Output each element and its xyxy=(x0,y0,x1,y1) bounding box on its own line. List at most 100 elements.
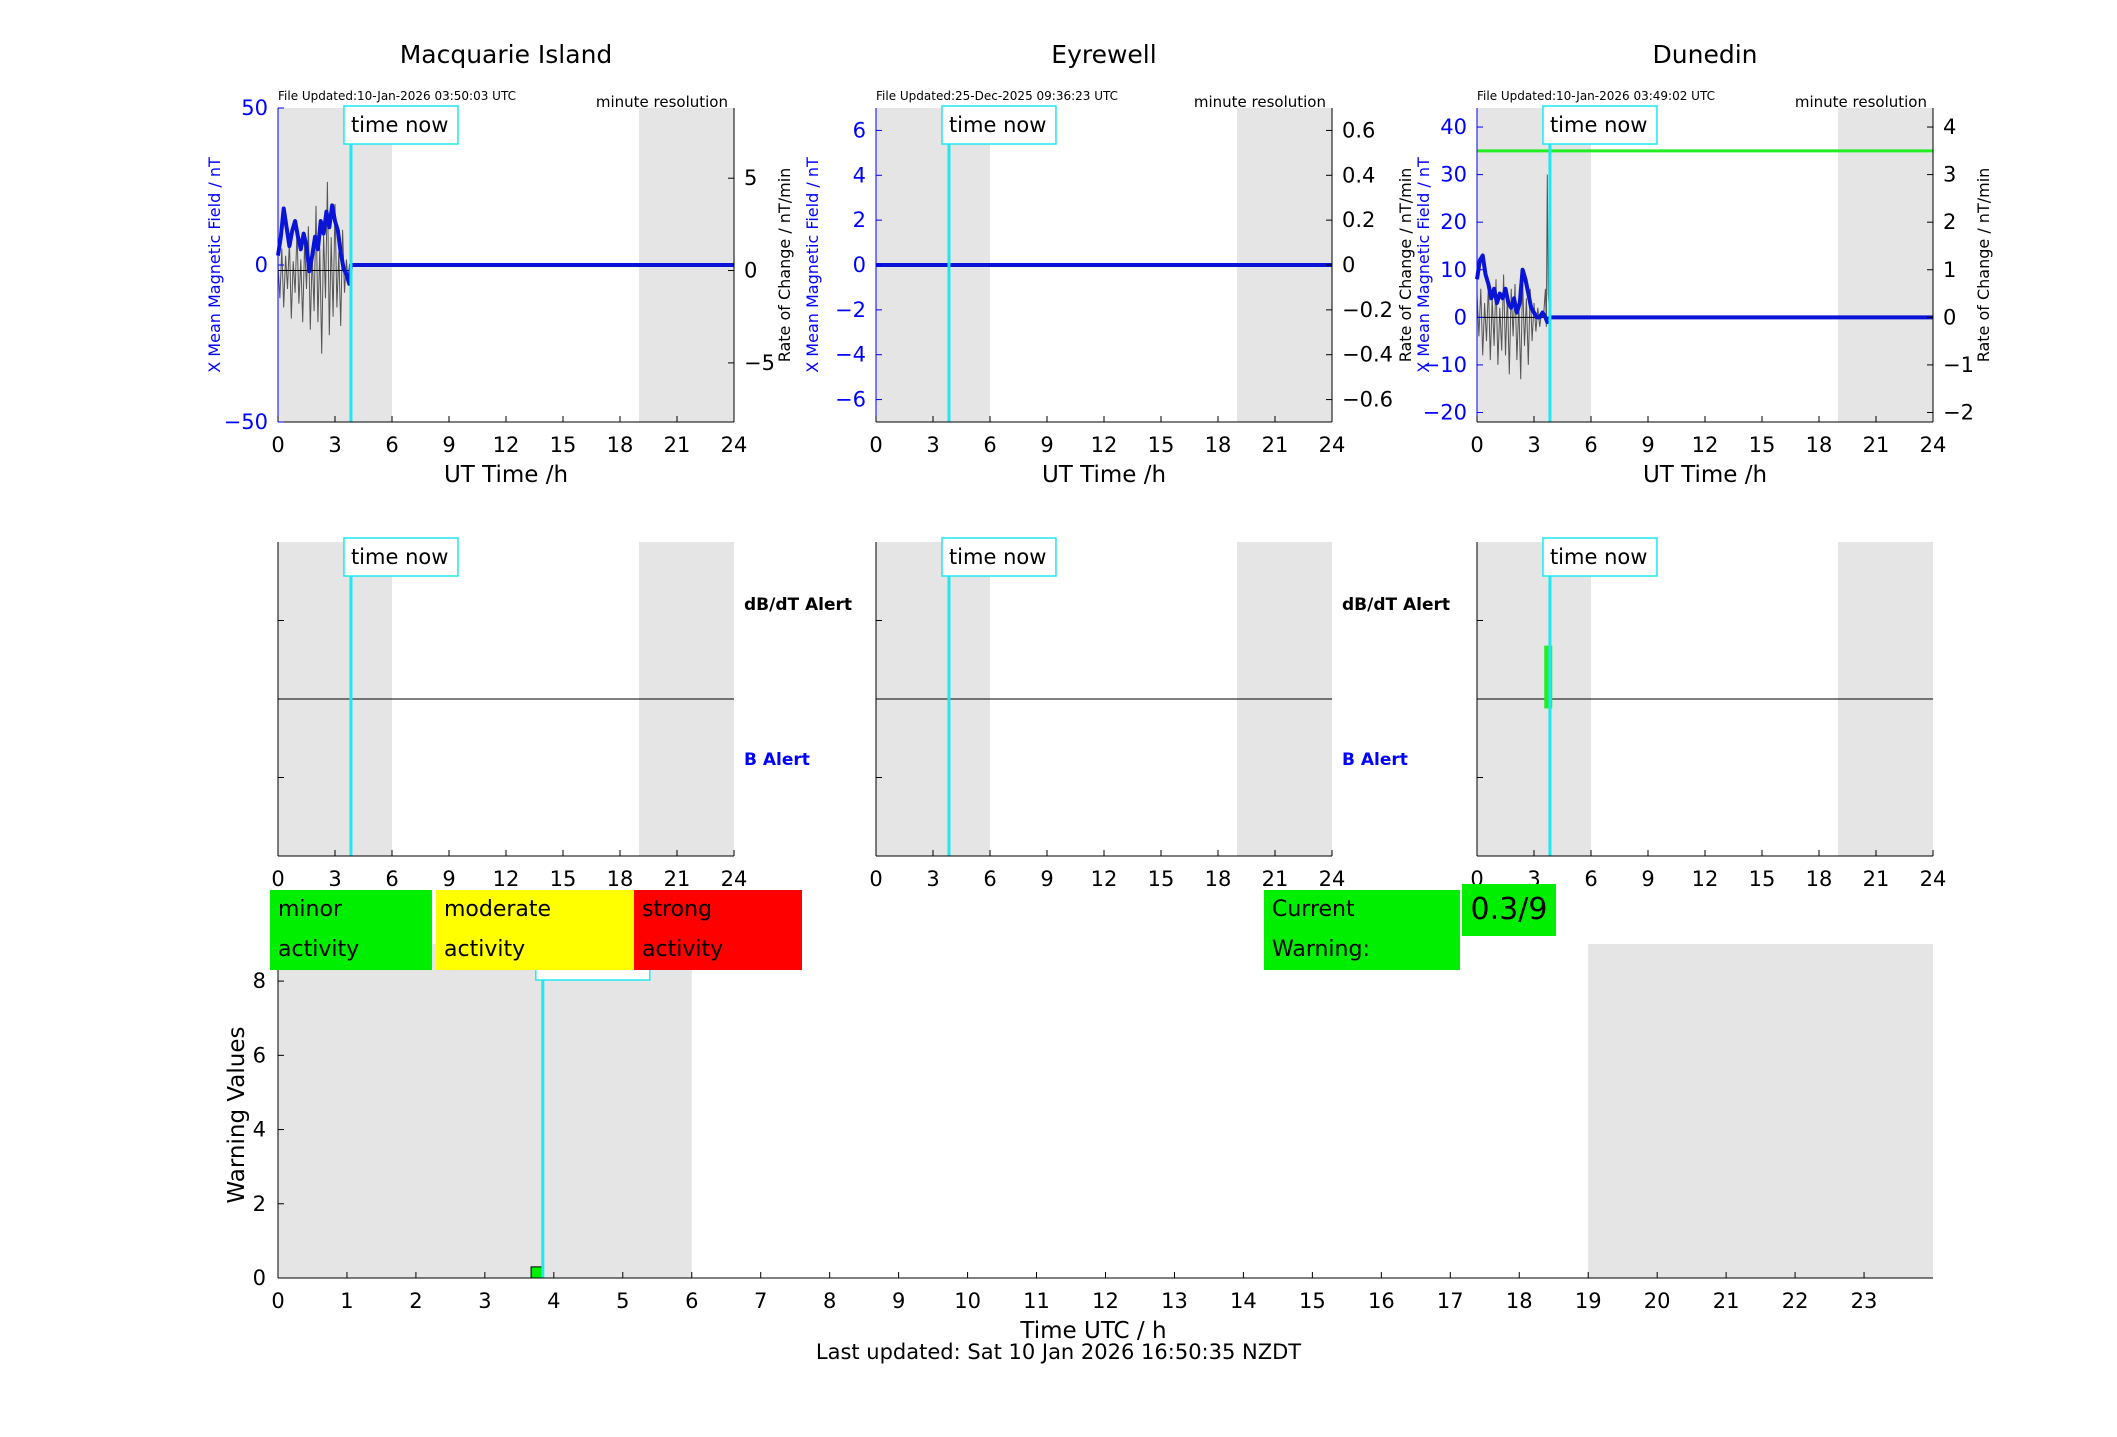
right-tick-label: 0.6 xyxy=(1342,118,1375,142)
dbdt-alert-label: dB/dT Alert xyxy=(1342,595,1450,615)
x-tick-label: 18 xyxy=(607,867,634,891)
station-title: Dunedin xyxy=(1653,40,1758,69)
night-band xyxy=(278,944,692,1278)
x-tick-label: 9 xyxy=(1641,433,1654,457)
right-tick-label: −1 xyxy=(1943,353,1974,377)
x-tick-label: 12 xyxy=(493,867,520,891)
left-tick-label: 50 xyxy=(241,96,268,120)
station-title: Macquarie Island xyxy=(400,40,613,69)
x-tick-label: 24 xyxy=(1319,433,1346,457)
warning-values-chart: time now01234567891011121314151617181920… xyxy=(224,941,1933,1344)
time-now-label: time now xyxy=(351,545,448,569)
x-tick-label: 0 xyxy=(869,433,882,457)
left-tick-label: 40 xyxy=(1440,115,1467,139)
x-tick-label: 15 xyxy=(550,867,577,891)
time-now-box xyxy=(941,537,1057,577)
left-tick-label: −4 xyxy=(835,343,866,367)
left-tick-label: 6 xyxy=(853,118,866,142)
x-tick-label: 15 xyxy=(1148,867,1175,891)
x-tick-label: 3 xyxy=(926,867,939,891)
x-tick-label: 9 xyxy=(442,867,455,891)
left-tick-label: −6 xyxy=(835,388,866,412)
night-band xyxy=(1838,108,1933,422)
time-now-label: time now xyxy=(1550,113,1647,137)
station-title: Eyrewell xyxy=(1051,40,1156,69)
x-axis-label: Time UTC / h xyxy=(1019,1318,1166,1344)
right-tick-label: −0.2 xyxy=(1342,298,1393,322)
x-tick-label: 15 xyxy=(550,433,577,457)
night-band xyxy=(1477,108,1591,422)
right-tick-label: −0.4 xyxy=(1342,343,1393,367)
x-axis-label: UT Time /h xyxy=(1643,462,1767,488)
x-tick-label: 6 xyxy=(385,867,398,891)
left-tick-label: 0 xyxy=(853,253,866,277)
station-panel-0: Macquarie Island File Updated:10-Jan-2026… xyxy=(205,40,794,488)
x-tick-label: 17 xyxy=(1437,1289,1464,1313)
y-tick-label: 4 xyxy=(253,1118,266,1142)
warning-bar xyxy=(530,1266,544,1279)
field-trace xyxy=(276,203,734,286)
x-tick-label: 24 xyxy=(1319,867,1346,891)
x-tick-label: 20 xyxy=(1644,1289,1671,1313)
x-tick-label: 21 xyxy=(1713,1289,1740,1313)
right-tick-label: 0.4 xyxy=(1342,163,1375,187)
file-updated-label: File Updated:10-Jan-2026 03:49:02 UTC xyxy=(1477,89,1715,103)
x-tick-label: 24 xyxy=(1920,433,1947,457)
x-tick-label: 16 xyxy=(1368,1289,1395,1313)
x-axis-label: UT Time /h xyxy=(444,462,568,488)
x-tick-label: 12 xyxy=(493,433,520,457)
x-tick-label: 3 xyxy=(328,867,341,891)
x-tick-label: 15 xyxy=(1299,1289,1326,1313)
x-tick-label: 4 xyxy=(547,1289,560,1313)
right-tick-label: −0.6 xyxy=(1342,388,1393,412)
y-axis-label: Warning Values xyxy=(224,1026,250,1203)
x-tick-label: 0 xyxy=(271,867,284,891)
time-now-box xyxy=(1542,537,1658,577)
x-tick-label: 19 xyxy=(1575,1289,1602,1313)
right-tick-label: 5 xyxy=(744,166,757,190)
x-tick-label: 18 xyxy=(1205,867,1232,891)
x-tick-label: 9 xyxy=(442,433,455,457)
left-tick-label: 30 xyxy=(1440,163,1467,187)
legend-minor-activity: minor activity xyxy=(270,890,432,970)
resolution-label: minute resolution xyxy=(1194,93,1326,111)
resolution-label: minute resolution xyxy=(1795,93,1927,111)
left-tick-label: 10 xyxy=(1440,258,1467,282)
x-tick-label: 8 xyxy=(823,1289,836,1313)
left-axis-label: X Mean Magnetic Field / nT xyxy=(1414,157,1433,373)
file-updated-label: File Updated:10-Jan-2026 03:50:03 UTC xyxy=(278,89,516,103)
field-trace xyxy=(1475,253,1933,325)
right-tick-label: 0 xyxy=(744,259,757,283)
x-tick-label: 10 xyxy=(954,1289,981,1313)
time-now-box xyxy=(941,105,1057,145)
x-tick-label: 9 xyxy=(1641,867,1654,891)
x-tick-label: 3 xyxy=(1527,433,1540,457)
x-tick-label: 6 xyxy=(983,867,996,891)
x-tick-label: 12 xyxy=(1091,433,1118,457)
time-now-label: time now xyxy=(949,545,1046,569)
time-now-label: time now xyxy=(949,113,1046,137)
x-tick-label: 21 xyxy=(1262,867,1289,891)
y-tick-label: 6 xyxy=(253,1043,266,1067)
right-tick-label: 3 xyxy=(1943,163,1956,187)
x-tick-label: 3 xyxy=(926,433,939,457)
right-tick-label: 0.2 xyxy=(1342,208,1375,232)
left-tick-label: 0 xyxy=(255,253,268,277)
x-tick-label: 18 xyxy=(1806,867,1833,891)
left-tick-label: 20 xyxy=(1440,210,1467,234)
station-panel-2: Dunedin File Updated:10-Jan-2026 03:49:02… xyxy=(1396,40,1993,488)
x-tick-label: 15 xyxy=(1749,867,1776,891)
x-tick-label: 12 xyxy=(1692,867,1719,891)
x-tick-label: 3 xyxy=(328,433,341,457)
right-tick-label: 2 xyxy=(1943,210,1956,234)
x-tick-label: 14 xyxy=(1230,1289,1257,1313)
x-tick-label: 18 xyxy=(1506,1289,1533,1313)
x-tick-label: 15 xyxy=(1148,433,1175,457)
left-axis-label-secondary: Rate of Change / nT/min xyxy=(1396,168,1415,363)
x-tick-label: 18 xyxy=(1205,433,1232,457)
time-now-box xyxy=(1542,105,1658,145)
x-tick-label: 23 xyxy=(1851,1289,1878,1313)
x-tick-label: 21 xyxy=(1863,433,1890,457)
time-now-label: time now xyxy=(351,113,448,137)
right-tick-label: −5 xyxy=(744,351,775,375)
